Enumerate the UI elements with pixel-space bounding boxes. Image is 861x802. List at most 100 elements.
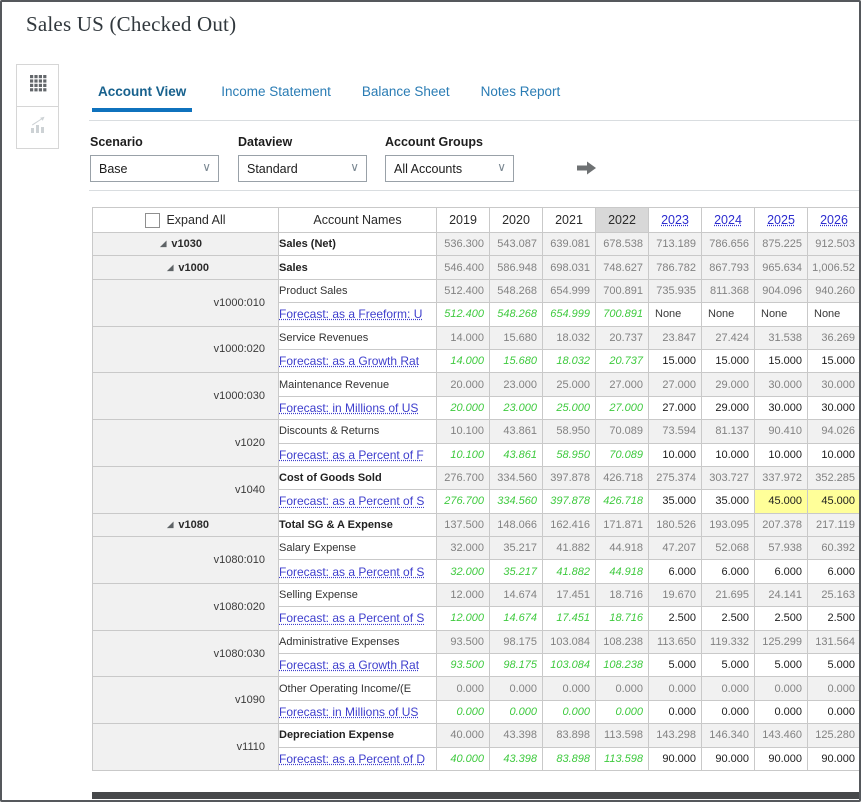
- forecast-input-cell[interactable]: 6.000: [648, 559, 702, 584]
- historical-value-cell: 43.398: [489, 746, 543, 771]
- expand-triangle-icon[interactable]: ◢: [160, 239, 167, 249]
- grid-view-button[interactable]: [16, 64, 59, 107]
- forecast-input-cell[interactable]: 27.000: [648, 395, 702, 421]
- historical-value-cell: 334.560: [489, 489, 543, 514]
- forecast-input-cell[interactable]: 6.000: [701, 559, 755, 584]
- forecast-input-cell[interactable]: 5.000: [648, 653, 702, 678]
- value-cell: 143.298: [648, 723, 702, 748]
- historical-value-cell: 25.000: [542, 395, 596, 421]
- forecast-method-link[interactable]: Forecast: as a Freeform: U: [279, 307, 423, 322]
- forecast-input-cell[interactable]: 45.000: [754, 489, 808, 514]
- forecast-input-cell[interactable]: None: [648, 302, 702, 327]
- year-header: 2022: [595, 207, 649, 233]
- forecast-input-cell[interactable]: 0.000: [701, 699, 755, 725]
- forecast-input-cell[interactable]: 10.000: [648, 442, 702, 467]
- tab-account-view[interactable]: Account View: [92, 82, 193, 112]
- historical-value-cell: 103.084: [542, 653, 596, 678]
- forecast-method-link[interactable]: Forecast: in Millions of US: [279, 705, 419, 719]
- forecast-input-cell[interactable]: 45.000: [807, 489, 859, 514]
- account-id-cell: v1040: [92, 465, 279, 514]
- forecast-input-cell[interactable]: 2.500: [701, 606, 755, 631]
- go-button[interactable]: [575, 160, 599, 176]
- forecast-input-cell[interactable]: 6.000: [807, 559, 859, 584]
- value-cell: 19.670: [648, 582, 702, 608]
- forecast-input-cell[interactable]: 10.000: [807, 442, 859, 467]
- account-row: ◢ v1080 Total SG & A Expense 137.500 148.066…: [92, 512, 859, 538]
- forecast-input-cell[interactable]: 15.000: [648, 348, 702, 374]
- expand-triangle-icon[interactable]: ◢: [167, 262, 174, 272]
- forecast-input-cell[interactable]: 15.000: [807, 348, 859, 374]
- value-cell: 0.000: [648, 676, 702, 701]
- chevron-down-icon: ∨: [497, 160, 506, 174]
- forecast-input-cell[interactable]: 2.500: [807, 606, 859, 631]
- value-cell: 14.674: [489, 582, 543, 608]
- tab-income-statement[interactable]: Income Statement: [221, 84, 331, 99]
- forecast-input-cell[interactable]: 5.000: [701, 653, 755, 678]
- forecast-method-link[interactable]: Forecast: as a Percent of F: [279, 447, 424, 462]
- account-row: v1040 Cost of Goods Sold 276.700 334.560 397…: [92, 465, 859, 514]
- value-cell: 27.000: [648, 372, 702, 397]
- forecast-input-cell[interactable]: 15.000: [754, 348, 808, 374]
- year-link[interactable]: 2023: [661, 213, 689, 227]
- tab-notes-report[interactable]: Notes Report: [480, 84, 561, 99]
- forecast-input-cell[interactable]: 29.000: [701, 395, 755, 421]
- account-id-cell[interactable]: ◢ v1000: [92, 255, 279, 280]
- forecast-input-cell[interactable]: 0.000: [807, 699, 859, 725]
- value-cell: 14.000: [436, 325, 490, 350]
- forecast-method-link[interactable]: Forecast: as a Growth Rat: [279, 658, 420, 673]
- forecast-row: Forecast: in Millions of US 20.000 23.000 2…: [93, 395, 859, 421]
- forecast-input-cell[interactable]: 10.000: [754, 442, 808, 467]
- value-cell: 678.538: [595, 231, 649, 257]
- value-cell: 639.081: [542, 231, 596, 257]
- scenario-select[interactable]: Base ∨: [90, 155, 219, 182]
- forecast-input-cell[interactable]: 90.000: [648, 746, 702, 771]
- historical-value-cell: 41.882: [542, 559, 596, 584]
- forecast-input-cell[interactable]: 15.000: [701, 348, 755, 374]
- forecast-input-cell[interactable]: None: [701, 302, 755, 327]
- expand-all-checkbox[interactable]: [145, 212, 161, 228]
- forecast-input-cell[interactable]: 90.000: [807, 746, 859, 771]
- forecast-method-link[interactable]: Forecast: in Millions of US: [279, 400, 419, 415]
- forecast-method-link[interactable]: Forecast: as a Percent of D: [279, 751, 426, 766]
- year-link[interactable]: 2025: [767, 213, 795, 227]
- forecast-input-cell[interactable]: 30.000: [754, 395, 808, 421]
- year-link[interactable]: 2024: [714, 213, 742, 227]
- forecast-method-link[interactable]: Forecast: as a Percent of S: [279, 611, 425, 626]
- forecast-row: Forecast: as a Percent of D 40.000 43.398 8…: [93, 746, 859, 771]
- tab-balance-sheet[interactable]: Balance Sheet: [361, 84, 450, 99]
- forecast-input-cell[interactable]: 90.000: [701, 746, 755, 771]
- forecast-input-cell[interactable]: 5.000: [807, 653, 859, 678]
- forecast-input-cell[interactable]: 0.000: [648, 699, 702, 725]
- forecast-method-link[interactable]: Forecast: as a Percent of S: [279, 494, 425, 509]
- forecast-method-link[interactable]: Forecast: as a Percent of S: [279, 564, 425, 579]
- account-row: v1000:030 Maintenance Revenue 20.000 23.000…: [92, 372, 859, 421]
- forecast-input-cell[interactable]: 10.000: [701, 442, 755, 467]
- forecast-input-cell[interactable]: 2.500: [754, 606, 808, 631]
- forecast-input-cell[interactable]: 35.000: [701, 489, 755, 514]
- account-name-cell: Selling Expense: [278, 582, 437, 608]
- forecast-input-cell[interactable]: 30.000: [807, 395, 859, 421]
- historical-value-cell: 12.000: [436, 606, 490, 631]
- forecast-input-cell[interactable]: 5.000: [754, 653, 808, 678]
- account-grid-container: Expand All Account Names 2019 2020 2021 2022 2…: [92, 207, 859, 771]
- horizontal-scrollbar[interactable]: [92, 792, 859, 799]
- forecast-input-cell[interactable]: 35.000: [648, 489, 702, 514]
- forecast-input-cell[interactable]: 2.500: [648, 606, 702, 631]
- expand-triangle-icon[interactable]: ◢: [167, 519, 174, 529]
- forecast-input-cell[interactable]: 0.000: [754, 699, 808, 725]
- forecast-input-cell[interactable]: None: [807, 302, 859, 327]
- forecast-input-cell[interactable]: 6.000: [754, 559, 808, 584]
- forecast-input-cell[interactable]: 90.000: [754, 746, 808, 771]
- value-cell: 119.332: [701, 629, 755, 655]
- forecast-input-cell[interactable]: None: [754, 302, 808, 327]
- account-row: ◢ v1030 Sales (Net) 536.300 543.087 639.081 67…: [92, 231, 859, 257]
- account-id-cell[interactable]: ◢ v1030: [92, 231, 279, 257]
- value-cell: 125.299: [754, 629, 808, 655]
- dataview-select[interactable]: Standard ∨: [238, 155, 367, 182]
- historical-value-cell: 18.032: [542, 348, 596, 374]
- value-cell: 20.737: [595, 325, 649, 350]
- forecast-method-link[interactable]: Forecast: as a Growth Rat: [279, 354, 420, 369]
- year-link[interactable]: 2026: [820, 213, 848, 227]
- account-groups-select[interactable]: All Accounts ∨: [385, 155, 514, 182]
- account-id-cell[interactable]: ◢ v1080: [92, 512, 279, 538]
